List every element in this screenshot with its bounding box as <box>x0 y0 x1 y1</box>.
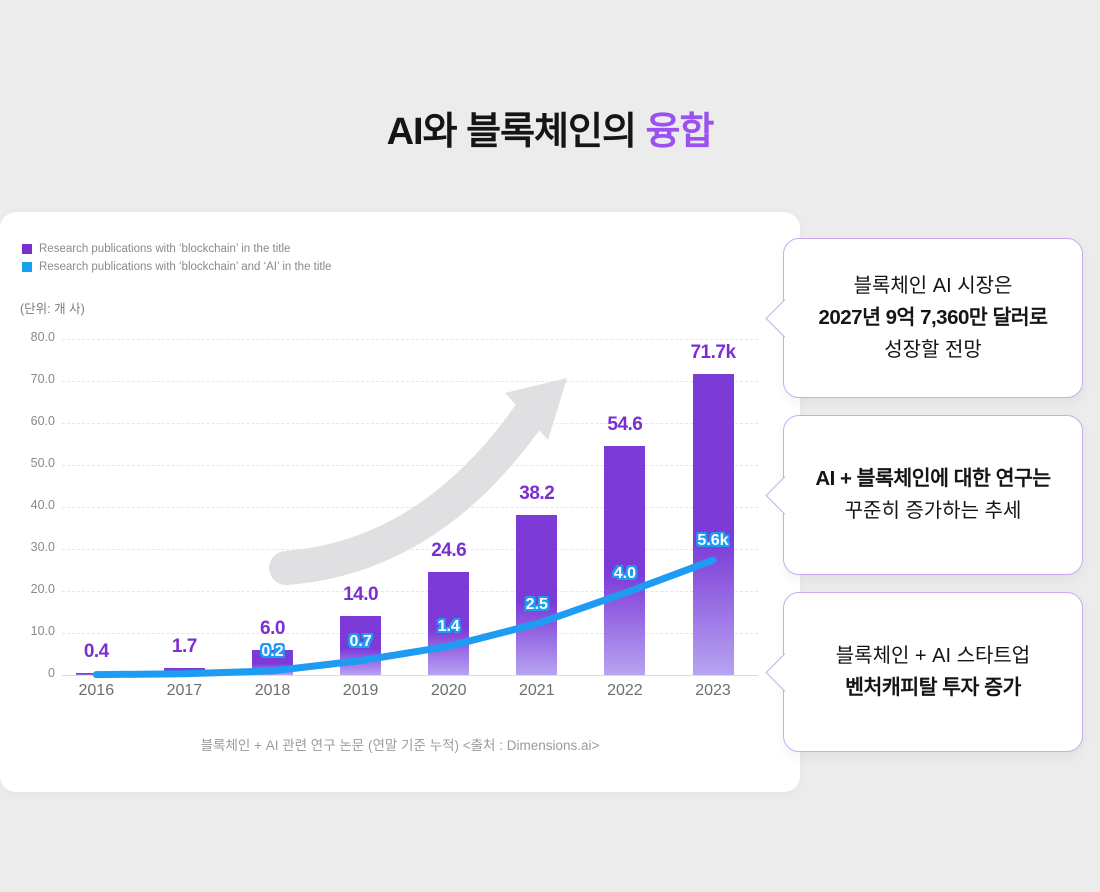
callout-text-line: 성장할 전망 <box>884 339 982 361</box>
bar-value-label: 14.0 <box>343 584 379 606</box>
callout-text-line: 꾸준히 증가하는 추세 <box>844 500 1022 522</box>
x-tick-label: 2023 <box>695 682 731 699</box>
x-tick-label: 2018 <box>254 682 291 699</box>
chart-legend: Research publications with ‘blockchain’ … <box>22 240 332 276</box>
callout-text-line: 벤처캐피탈 투자 증가 <box>845 676 1021 699</box>
x-tick-label: 2021 <box>519 682 555 699</box>
y-tick-label: 40.0 <box>30 498 55 512</box>
legend-swatch-blue-icon <box>22 262 32 272</box>
bar <box>163 667 205 675</box>
chart-card: Research publications with ‘blockchain’ … <box>0 212 800 792</box>
line-value-label: 0.2 <box>261 642 284 660</box>
callout-text-line: AI + 블록체인에 대한 연구는 <box>815 467 1051 490</box>
gridline <box>62 381 758 382</box>
bar <box>692 373 734 675</box>
callout-text-line: 블록체인 + AI 스타트업 <box>835 645 1031 667</box>
x-tick-label: 2022 <box>607 682 643 699</box>
y-axis-unit-label: (단위: 개 사) <box>20 302 85 316</box>
y-tick-label: 30.0 <box>30 540 55 554</box>
bar-value-label: 24.6 <box>431 539 467 561</box>
chart-caption: 블록체인 + AI 관련 연구 논문 (연말 기준 누적) <출처 : Dime… <box>200 738 600 753</box>
x-tick-label: 2020 <box>430 682 467 699</box>
bar-value-label: 0.4 <box>83 641 109 662</box>
y-tick-label: 60.0 <box>30 414 55 428</box>
y-tick-label: 80.0 <box>30 330 55 344</box>
page-title: AI와 블록체인의 융합 <box>0 100 1100 155</box>
y-tick-label: 10.0 <box>30 624 55 638</box>
title-accent-text: 융합 <box>645 111 714 153</box>
x-tick-label: 2019 <box>342 682 379 699</box>
chart-overlay-svg <box>92 378 717 679</box>
callout-text-line: 2027년 9억 7,360만 달러로 <box>818 306 1048 329</box>
legend-swatch-purple-icon <box>22 244 32 254</box>
growth-arrow-head-icon <box>505 378 567 440</box>
y-tick-label: 50.0 <box>30 456 55 470</box>
legend-item-blockchain: Research publications with ‘blockchain’ … <box>22 240 332 258</box>
line-value-label: 0.7 <box>349 632 372 650</box>
gridline <box>62 339 758 340</box>
x-tick-label: 2017 <box>166 682 203 699</box>
y-tick-label: 0 <box>48 666 55 680</box>
legend-label: Research publications with ‘blockchain’ … <box>39 243 291 255</box>
line-value-label: 4.0 <box>613 565 637 582</box>
line-value-label: 2.5 <box>525 595 548 613</box>
line-value-label: 1.4 <box>437 618 460 636</box>
y-tick-label: 20.0 <box>30 582 55 596</box>
gridline <box>62 465 758 466</box>
x-tick-label: 2016 <box>78 682 115 699</box>
gridline <box>62 675 758 676</box>
bar <box>75 673 117 675</box>
gridline <box>62 507 758 508</box>
bar-value-label: 38.2 <box>519 482 555 504</box>
title-text: AI와 블록체인의 <box>386 111 646 153</box>
bar-value-label: 54.6 <box>607 413 643 435</box>
line-value-label: 5.6k <box>697 532 729 550</box>
y-tick-label: 70.0 <box>30 372 55 386</box>
callout-text-line: 블록체인 AI 시장은 <box>853 275 1013 297</box>
legend-item-blockchain-ai: Research publications with ‘blockchain’ … <box>22 258 332 276</box>
bar <box>604 445 646 675</box>
bar-value-label: 71.7k <box>690 341 736 363</box>
legend-label: Research publications with ‘blockchain’ … <box>39 261 332 273</box>
bar-value-label: 6.0 <box>260 617 285 639</box>
bar-value-label: 1.7 <box>171 635 197 657</box>
chart-plot-area: 80.0 70.0 60.0 50.0 40.0 30.0 20.0 10.0 0 0.4 1.7 6… <box>0 212 800 792</box>
